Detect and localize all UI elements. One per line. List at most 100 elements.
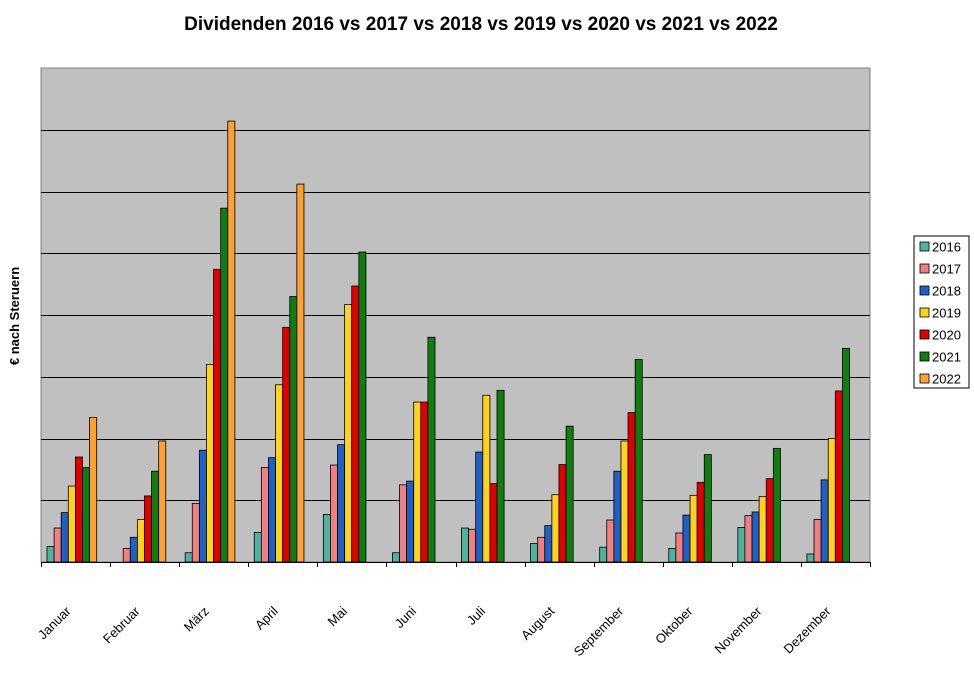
bar-2020-juli: [489, 483, 498, 563]
bar-2021-juli: [496, 389, 505, 563]
x-tick-label-februar: Februar: [100, 603, 143, 646]
bar-2016-juli: [461, 527, 469, 563]
bar-2017-april: [260, 467, 269, 563]
bar-2018-januar: [60, 512, 69, 563]
bar-2020-august: [558, 464, 567, 563]
legend-label-2022: 2022: [932, 372, 961, 387]
bar-2018-august: [544, 525, 553, 563]
bar-2019-februar: [136, 518, 145, 563]
x-tick-label-april: April: [252, 603, 281, 632]
bar-2018-dezember: [820, 479, 829, 563]
x-tick-label-märz: März: [181, 604, 212, 635]
chart-title: Dividenden 2016 vs 2017 vs 2018 vs 2019 …: [184, 14, 778, 35]
bar-2019-oktober: [689, 494, 698, 563]
bar-2021-august: [565, 425, 574, 563]
bar-2021-februar: [151, 470, 160, 563]
legend-swatch-2021: [919, 351, 930, 362]
bar-2017-juni: [399, 484, 408, 563]
legend-swatch-2016: [919, 241, 930, 252]
bar-2019-april: [275, 384, 284, 563]
legend-label-2018: 2018: [932, 284, 961, 299]
bar-2018-juli: [475, 451, 484, 563]
bar-2018-november: [751, 511, 760, 563]
bar-2017-september: [606, 519, 615, 563]
legend-swatch-2020: [919, 329, 930, 340]
bar-2019-september: [620, 440, 629, 563]
bar-2017-juli: [468, 528, 477, 563]
x-tick-label-september: September: [571, 603, 627, 659]
bar-2019-juni: [413, 401, 422, 563]
bar-2016-januar: [46, 546, 55, 563]
bar-2016-april: [253, 531, 262, 563]
x-tick-label-november: November: [711, 603, 764, 656]
bar-2018-mai: [337, 444, 346, 563]
bar-2022-märz: [227, 120, 236, 563]
bar-2020-oktober: [696, 481, 705, 563]
x-tick-label-juli: Juli: [464, 603, 488, 627]
x-axis: [41, 562, 871, 567]
bar-2019-märz: [206, 363, 214, 563]
bar-2022-februar: [158, 440, 167, 563]
legend-label-2016: 2016: [932, 240, 961, 255]
bar-2018-september: [613, 470, 622, 563]
bar-2017-august: [537, 536, 546, 563]
bar-2018-oktober: [682, 514, 691, 563]
bar-2020-september: [627, 412, 636, 563]
bar-2018-juni: [406, 480, 415, 563]
bar-2018-april: [268, 457, 276, 563]
bar-2018-februar: [129, 536, 138, 563]
x-tick-label-januar: Januar: [35, 603, 74, 642]
legend-label-2021: 2021: [932, 350, 961, 365]
bar-2021-november: [772, 447, 781, 563]
bar-2021-mai: [358, 251, 367, 563]
bar-2020-januar: [75, 456, 83, 563]
bar-2017-oktober: [675, 532, 684, 563]
legend-swatch-2018: [919, 285, 930, 296]
bar-2019-mai: [344, 304, 353, 563]
legend-label-2019: 2019: [932, 306, 961, 321]
x-tick-label-oktober: Oktober: [652, 603, 696, 647]
bar-2019-juli: [482, 394, 491, 563]
x-tick-label-mai: Mai: [325, 603, 350, 628]
bar-2016-märz: [184, 552, 193, 563]
bar-2016-dezember: [806, 553, 815, 563]
bar-2022-januar: [89, 417, 98, 563]
bar-2021-märz: [220, 207, 229, 563]
bar-2016-juni: [392, 552, 400, 563]
x-tick-label-august: August: [518, 603, 557, 642]
bar-2018-märz: [198, 449, 207, 563]
x-tick-label-dezember: Dezember: [781, 603, 834, 656]
bar-2020-mai: [351, 285, 360, 563]
bar-2021-juni: [427, 336, 436, 563]
bar-2016-mai: [322, 514, 331, 563]
bar-2019-november: [758, 496, 767, 563]
x-tick-labels: Januar Februar März April Mai Juni Juli August S…: [35, 603, 834, 659]
bar-2017-dezember: [813, 518, 822, 563]
bar-2019-januar: [67, 485, 76, 563]
bar-2020-november: [765, 478, 774, 563]
legend-label-2020: 2020: [932, 328, 961, 343]
bar-2020-april: [282, 326, 291, 563]
x-tick-label-juni: Juni: [392, 603, 420, 631]
legend-swatch-2017: [919, 263, 930, 274]
bar-2020-juni: [420, 401, 429, 563]
bar-2016-august: [530, 543, 539, 563]
bar-2020-dezember: [834, 390, 843, 563]
bar-2020-februar: [144, 495, 152, 563]
bar-2017-februar: [122, 548, 131, 563]
legend: 2016 2017 2018 2019 2020 2021 2022: [913, 235, 970, 389]
bar-2021-oktober: [703, 454, 712, 563]
bar-2017-januar: [53, 527, 62, 563]
legend-swatch-2022: [919, 373, 930, 384]
bar-2021-januar: [82, 467, 90, 563]
bar-2019-august: [551, 494, 560, 563]
bar-2021-april: [289, 296, 298, 563]
gridlines: [41, 130, 870, 501]
bar-2022-april: [296, 183, 305, 563]
bar-2019-dezember: [827, 438, 836, 563]
bar-2021-dezember: [842, 347, 850, 563]
bar-2016-november: [737, 527, 746, 563]
bar-2017-märz: [191, 502, 200, 563]
bar-2016-oktober: [668, 548, 677, 563]
